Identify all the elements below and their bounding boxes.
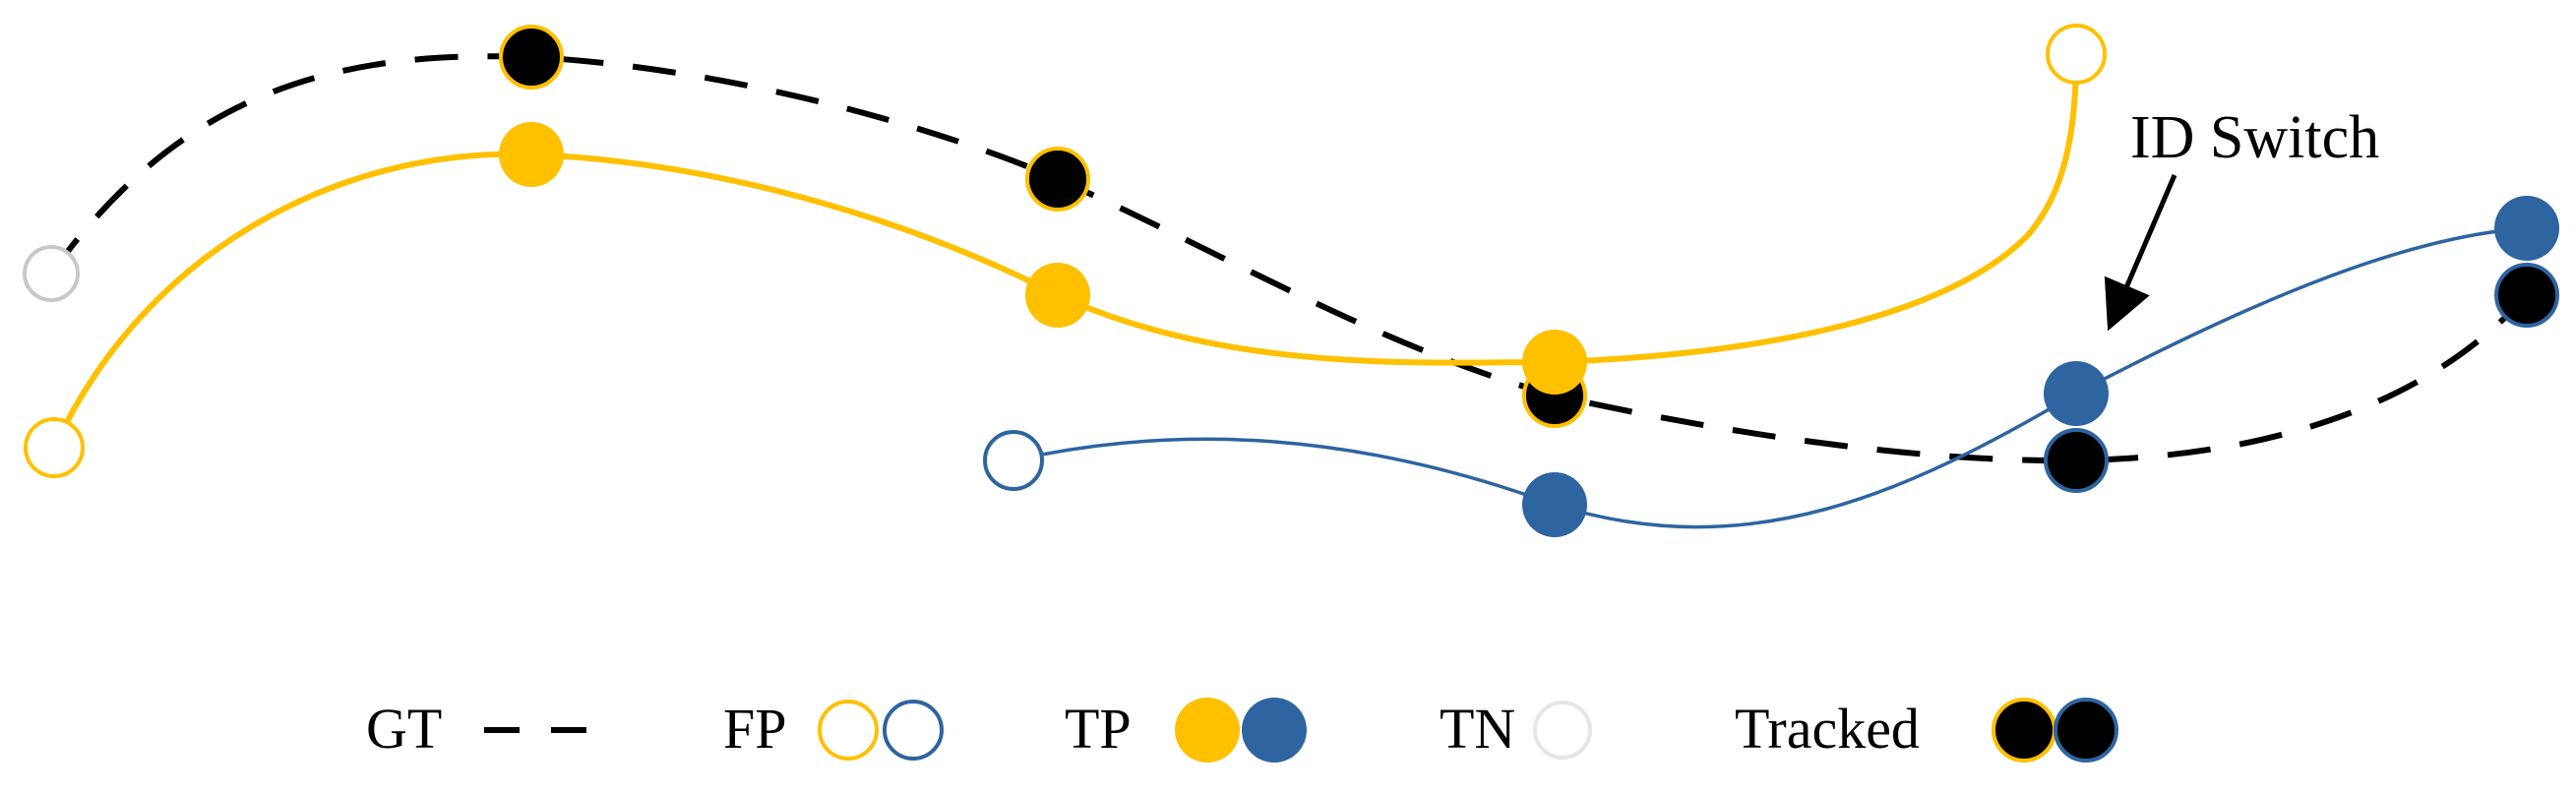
tp-point-blue [2044,361,2109,426]
fp-point-yellow [2046,24,2107,85]
legend-fp-blue-icon [883,700,944,761]
legend-tracked-blue-icon [2054,698,2118,763]
legend: GT FP TP TN Tracked [366,697,2118,763]
legend-fp-label: FP [723,697,787,761]
blue-track [1012,226,2528,529]
tp-point-yellow [499,122,564,187]
legend-tracked-yellow-icon [1992,698,2056,763]
tracked-point-yellow [1025,147,1090,212]
legend-tp-yellow-icon [1175,698,1240,763]
tp-point-yellow [1025,263,1090,328]
tracked-point-blue [2494,263,2559,328]
tracked-point-blue [2044,428,2109,493]
legend-tn-label: TN [1440,697,1515,761]
legend-tp-blue-icon [1242,698,1307,763]
fp-point-blue [983,430,1044,491]
tp-point-yellow [1522,330,1587,395]
legend-tracked-label: Tracked [1735,697,1920,761]
tn-point [23,245,80,302]
yellow-track [51,53,2079,450]
tp-point-blue [1522,472,1587,537]
legend-tn-icon [1533,701,1592,760]
legend-tp-label: TP [1065,697,1132,761]
tracked-point-yellow [499,25,564,90]
id-switch-label: ID Switch [2130,104,2379,171]
fp-point-yellow [24,417,85,478]
id-switch-arrow [2104,174,2177,332]
legend-fp-yellow-icon [818,700,879,761]
legend-gt-label: GT [366,697,442,761]
tp-point-blue [2494,196,2559,261]
gt-trajectory [48,53,2530,464]
